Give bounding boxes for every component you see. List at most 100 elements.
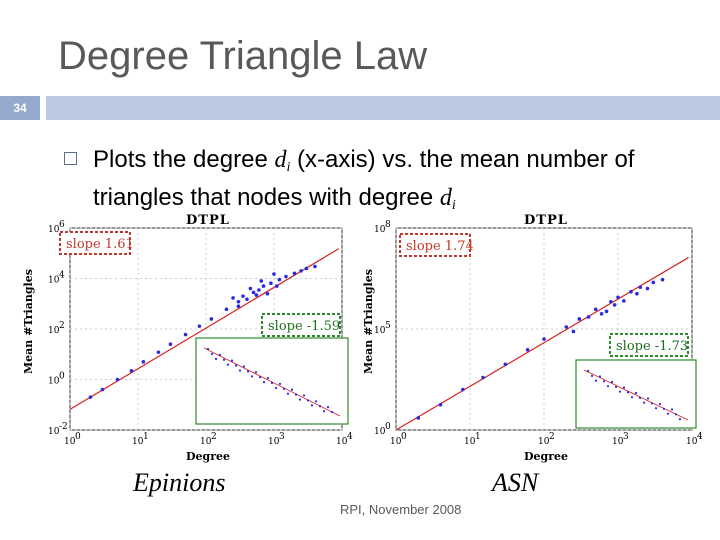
y-tick-exponent: 5: [385, 321, 391, 331]
x-tick-label: 10: [390, 437, 402, 447]
data-point: [503, 362, 508, 367]
x-tick-exponent: 3: [279, 432, 285, 442]
data-point: [129, 369, 134, 373]
data-point: [284, 274, 288, 279]
data-point: [275, 284, 279, 288]
inset-slope-box: [261, 313, 341, 337]
data-point: [461, 387, 465, 392]
data-point: [525, 348, 530, 352]
data-point: [251, 290, 256, 295]
y-axis-label: Mean #Triangles: [22, 269, 35, 374]
inset-data-point: [218, 353, 222, 356]
data-point: [197, 324, 202, 328]
data-point: [269, 281, 273, 286]
epinions-chart: 10 0 10 1 10 2 10 3 10 410 -210 010 210 410 6 DTPLDegre…: [22, 213, 353, 463]
slope-label: slope 1.74: [406, 239, 474, 254]
data-point: [660, 277, 665, 282]
inset-data-point: [610, 380, 614, 384]
data-point: [100, 387, 105, 392]
inset-data-point: [210, 352, 214, 356]
inset-data-point: [590, 374, 594, 377]
inset-fit-line: [583, 369, 689, 421]
y-tick-exponent: 0: [59, 372, 65, 382]
bullet-part-2: (x-axis) vs. the mean number of triangle…: [93, 146, 635, 211]
data-point: [236, 304, 241, 308]
inset-data-point: [674, 413, 678, 416]
inset-data-point: [230, 359, 234, 362]
inset-frame: [195, 337, 349, 425]
data-point: [629, 289, 633, 294]
data-point: [156, 350, 161, 355]
data-point: [542, 337, 546, 341]
inset-data-point: [282, 387, 286, 390]
data-point: [209, 317, 214, 321]
y-tick-exponent: -2: [59, 422, 68, 432]
data-point: [609, 299, 613, 304]
x-tick-exponent: 1: [475, 432, 481, 442]
data-point: [635, 291, 639, 296]
x-tick-label: 10: [686, 437, 698, 447]
x-tick-exponent: 1: [143, 432, 149, 442]
right-caption: ASN: [492, 468, 539, 497]
data-point: [599, 311, 604, 316]
inset-data-point: [238, 369, 242, 372]
x-tick-label: 10: [612, 437, 624, 447]
slope-box: [59, 231, 131, 255]
y-tick-exponent: 6: [59, 220, 65, 230]
inset-data-point: [314, 400, 318, 403]
inset-data-point: [270, 381, 274, 385]
inset-data-point: [646, 397, 650, 400]
inset-data-point: [330, 410, 334, 414]
inset-data-point: [306, 399, 310, 402]
x-axis-label: Degree: [186, 450, 230, 463]
footer: RPI, November 2008: [340, 502, 462, 517]
bullet-part-1: Plots the degree: [93, 146, 275, 173]
data-point: [224, 307, 229, 312]
y-tick-label: 10: [374, 427, 386, 437]
inset-data-point: [278, 382, 282, 385]
slope-box: [399, 233, 471, 257]
data-point: [638, 285, 643, 290]
bullet-text: Plots the degree d i (x-axis) vs. the mea…: [93, 145, 713, 221]
data-point: [651, 280, 656, 285]
inset-data-point: [250, 375, 254, 378]
data-point: [577, 317, 582, 321]
x-tick-label: 10: [464, 437, 476, 447]
y-tick-exponent: 2: [59, 321, 65, 331]
fit-line: [69, 248, 340, 410]
x-tick-exponent: 2: [211, 432, 217, 442]
inset-data-point: [274, 386, 278, 390]
slope-label: slope 1.61: [66, 237, 134, 252]
x-tick-exponent: 4: [347, 432, 353, 442]
bullet-subscript-2: i: [451, 198, 456, 213]
inset-data-point: [234, 364, 238, 367]
y-axis-label: Mean #Triangles: [362, 269, 375, 374]
inset-data-point: [654, 407, 658, 410]
inset-data-point: [666, 412, 670, 415]
accent-bar: [46, 96, 720, 120]
y-tick-exponent: 8: [385, 220, 391, 230]
slide-title: Degree Triangle Law: [58, 34, 428, 78]
data-point: [245, 297, 249, 302]
data-point: [265, 291, 270, 296]
x-tick-exponent: 0: [401, 432, 407, 442]
y-tick-label: 10: [48, 427, 60, 437]
data-point: [236, 299, 241, 304]
data-point: [438, 402, 443, 407]
data-point: [616, 295, 620, 300]
data-point: [168, 342, 173, 347]
data-point: [141, 360, 146, 364]
inset-slope-box: [609, 333, 689, 357]
inset-data-point: [630, 396, 634, 399]
data-point: [622, 299, 626, 303]
inset-data-point: [602, 380, 606, 383]
inset-data-point: [214, 357, 218, 360]
inset-data-point: [266, 376, 270, 380]
bullet-variable: d: [274, 147, 287, 173]
inset-data-point: [262, 381, 266, 384]
x-axis-label: Degree: [524, 450, 568, 463]
inset-data-point: [638, 396, 642, 399]
square-bullet-icon: [64, 152, 77, 165]
data-point: [313, 264, 317, 269]
x-tick-exponent: 2: [549, 432, 555, 442]
